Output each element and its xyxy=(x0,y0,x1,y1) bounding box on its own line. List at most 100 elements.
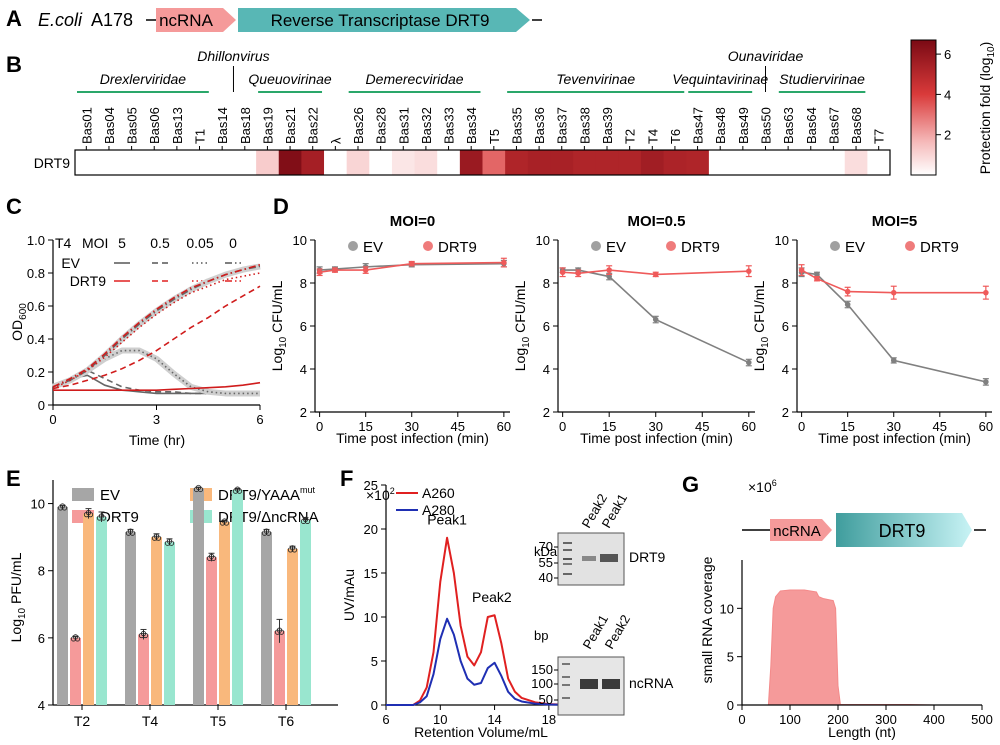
f-peak-label: Peak2 xyxy=(472,589,512,605)
rna-marker-label: 50 xyxy=(539,692,553,707)
family-label: Queuovirinae xyxy=(248,71,331,87)
d-legend-drt9-marker xyxy=(666,241,676,251)
e-y-label-rest: PFU/mL xyxy=(8,552,24,607)
pfu-bar-panel-e: EV DRT9 DRT9/YAAAmut DRT9/ΔncRNA 4 6 8 10 T2… xyxy=(8,480,338,729)
d-data-point xyxy=(606,267,612,273)
coverage-panel-g: ×106 ncRNA DRT9 0 100 200 300 400 500 0 5 10 Leng… xyxy=(699,478,993,740)
d-x-tick-label: 45 xyxy=(451,419,465,434)
heatmap-cell xyxy=(120,150,144,175)
d-x-tick-label: 45 xyxy=(695,419,709,434)
e-y-label: Log10 PFU/mL xyxy=(8,552,28,642)
colorbar xyxy=(910,39,937,176)
g-y-tick-label: 0 xyxy=(727,698,734,713)
ladder-band xyxy=(563,573,572,575)
e-replicate-dot xyxy=(304,518,311,524)
heatmap-cell xyxy=(97,150,121,175)
moi-values: 5 0.5 0.05 0 xyxy=(118,235,237,251)
heatmap-cell xyxy=(663,150,687,175)
c-x-tick-label: 3 xyxy=(153,412,160,427)
d-x-tick-label: 15 xyxy=(358,419,372,434)
d-data-point xyxy=(559,269,566,276)
phage-label: Bas32 xyxy=(419,107,434,144)
e-x-tick-label: T6 xyxy=(278,713,295,729)
f-y-tick-label: 15 xyxy=(364,566,378,581)
d-data-point xyxy=(606,273,612,280)
ladder-band xyxy=(563,563,572,565)
family-label: Drexlerviridae xyxy=(100,71,187,87)
cfu-subplot: 0 15 30 45 60 2 4 6 8 10 MOI=5 EV DRT9 Time post infe… xyxy=(751,213,993,446)
heatmap-cell xyxy=(640,150,665,175)
e-replicate-dot xyxy=(265,530,272,536)
d-legend-ev-marker xyxy=(591,241,601,251)
rt-arrow xyxy=(238,8,530,32)
heatmap-cell xyxy=(324,150,348,175)
c-x-tick-label: 6 xyxy=(256,412,263,427)
e-bar xyxy=(232,490,243,705)
g-y-tick-label: 5 xyxy=(727,650,734,665)
phage-label: Bas33 xyxy=(442,107,457,144)
d-data-point xyxy=(745,359,752,366)
colorbar-ticks: 6 4 2 xyxy=(936,47,951,143)
family-label: Vequintavirinae xyxy=(672,71,768,87)
c-y-tick-label: 1.0 xyxy=(27,233,45,248)
e-bar xyxy=(164,542,175,705)
c-y-tick-label: 0.2 xyxy=(27,365,45,380)
d-legend-ev-marker xyxy=(348,241,358,251)
c-series-line xyxy=(52,285,261,390)
phage-label: T6 xyxy=(668,129,683,144)
d-data-point xyxy=(983,379,989,385)
g-drt9-arrow xyxy=(836,513,972,547)
f-y-label: UV/mAu xyxy=(341,569,357,621)
phage-label: T7 xyxy=(872,129,887,144)
f-y-tick-label: 10 xyxy=(364,610,378,625)
e-replicate-dot xyxy=(100,515,107,521)
legend-swatches xyxy=(114,262,241,282)
e-replicate-dot xyxy=(155,535,162,541)
e-replicate-dot xyxy=(236,488,243,494)
d-y-tick-label: 8 xyxy=(300,276,307,291)
d-data-point xyxy=(814,271,820,278)
d-title: MOI=0 xyxy=(390,213,435,230)
d-data-point xyxy=(332,267,338,273)
g-multiplier-exp: 6 xyxy=(772,478,777,488)
colorbar-tick-label: 4 xyxy=(944,87,951,102)
c-series-line xyxy=(52,263,261,388)
d-legend-drt9-marker xyxy=(423,241,433,251)
g-drt9-label: DRT9 xyxy=(879,521,926,541)
f-series-line xyxy=(386,617,577,706)
phage-label: Bas19 xyxy=(260,107,275,144)
moi-value: 0 xyxy=(229,235,237,251)
d-y-label-sub: 10 xyxy=(278,336,289,348)
e-y-label-main: Log xyxy=(8,619,24,642)
heatmap-cells xyxy=(75,150,891,175)
e-bar xyxy=(206,557,217,705)
ladder-band xyxy=(563,549,572,551)
e-x-tick-label: T5 xyxy=(210,713,227,729)
d-y-tick-label: 8 xyxy=(543,276,550,291)
phage-label: T5 xyxy=(487,129,502,144)
g-x-tick-label: 0 xyxy=(738,712,745,727)
e-bar xyxy=(83,513,94,705)
phage-label: Bas06 xyxy=(147,107,162,144)
strain-t4-label: T4 xyxy=(55,235,72,251)
heatmap-cell xyxy=(437,150,461,175)
phage-label: Bas67 xyxy=(826,107,841,144)
heatmap-cell xyxy=(459,150,483,175)
f-peak-label: Peak1 xyxy=(427,512,467,528)
phage-label: Bas18 xyxy=(238,107,253,144)
protein-marker-label: 70 xyxy=(539,539,553,554)
d-x-tick-label: 60 xyxy=(497,419,511,434)
e-replicate-dot xyxy=(74,636,81,642)
drt9-band-peak2 xyxy=(582,556,596,561)
heatmap-border xyxy=(74,149,891,176)
phage-label: Bas13 xyxy=(170,107,185,144)
d-y-tick-label: 10 xyxy=(775,233,789,248)
e-y-tick-label: 4 xyxy=(38,698,45,713)
cfu-subplot: 0 15 30 45 60 2 4 6 8 10 MOI=0 EV DRT9 Time post infe… xyxy=(269,213,511,446)
heatmap-cell xyxy=(301,150,325,175)
d-x-tick-label: 30 xyxy=(886,419,900,434)
